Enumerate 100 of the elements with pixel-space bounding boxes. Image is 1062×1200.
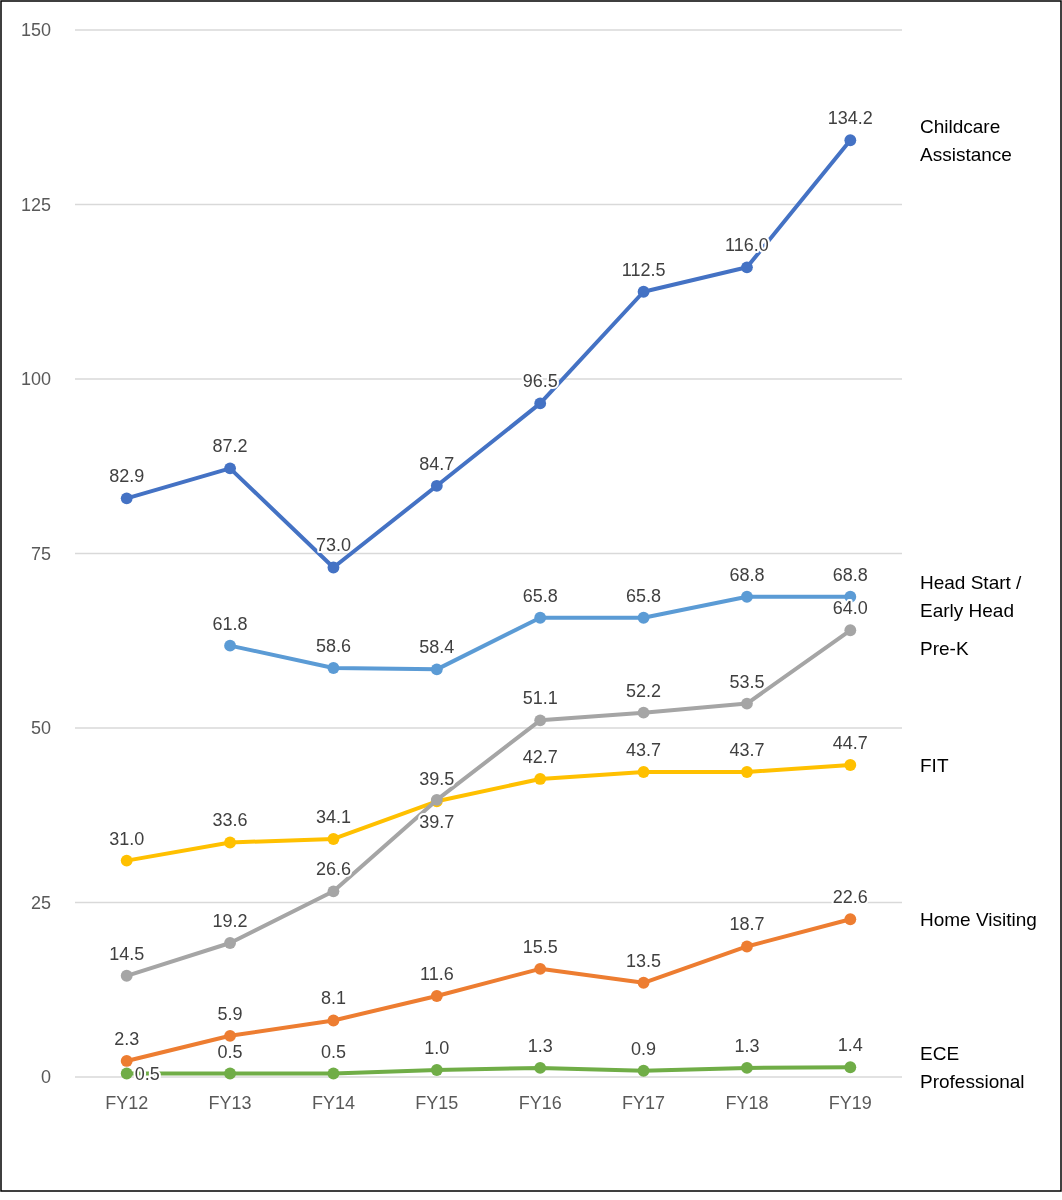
data-label: 65.8	[522, 585, 558, 606]
data-label: 1.4	[837, 1035, 863, 1056]
point	[534, 397, 547, 410]
point	[534, 773, 547, 785]
data-label: 64.0	[832, 598, 868, 619]
point	[637, 611, 650, 624]
data-label: 0.5	[320, 1041, 346, 1062]
y-tick-label: 75	[30, 543, 51, 564]
data-label: 34.1	[315, 806, 351, 827]
text: FIT	[920, 754, 949, 776]
point	[120, 492, 133, 505]
x-tick-label: FY14	[311, 1093, 355, 1113]
data-label: 13.5	[626, 950, 662, 971]
data-label: 73.0	[315, 535, 351, 556]
point	[741, 1062, 753, 1074]
data-label: 42.7	[522, 746, 558, 767]
point	[224, 462, 236, 475]
point	[534, 962, 547, 975]
point	[637, 285, 650, 298]
point	[844, 913, 857, 926]
point	[224, 639, 236, 652]
y-tick-label: 50	[30, 718, 51, 739]
point	[844, 759, 857, 771]
point	[534, 1062, 547, 1074]
data-label: 14.5	[109, 943, 145, 964]
data-label: 0.9	[631, 1038, 657, 1059]
data-label: 58.4	[419, 637, 455, 658]
point	[120, 969, 133, 982]
data-label: 5.9	[217, 1003, 243, 1024]
data-label: 39.7	[419, 811, 455, 832]
data-label: 31.0	[109, 828, 145, 849]
x-tick-label: FY15	[415, 1093, 459, 1113]
data-label: 11.6	[419, 964, 454, 985]
data-label: 0.5	[217, 1041, 243, 1062]
point	[327, 885, 340, 898]
data-label: 26.6	[315, 859, 351, 880]
data-label: 134.2	[827, 108, 873, 129]
y-tick-label: 125	[20, 194, 51, 215]
data-label: 68.8	[729, 564, 765, 585]
point	[844, 134, 857, 147]
x-tick-label: FY12	[105, 1093, 149, 1113]
data-label: 43.7	[729, 739, 765, 760]
data-label: 1.3	[527, 1035, 553, 1056]
data-label: 87.2	[212, 436, 248, 457]
point	[741, 261, 753, 274]
y-tick-label: 150	[20, 20, 51, 41]
point	[741, 766, 753, 778]
data-label: 68.8	[832, 564, 868, 585]
point	[327, 561, 340, 574]
data-label: 22.6	[832, 887, 868, 908]
data-label: 1.3	[734, 1035, 760, 1056]
point	[224, 836, 236, 849]
data-label: 112.5	[621, 259, 666, 280]
text: Childcare Assistance	[920, 115, 1012, 165]
data-label: 51.1	[522, 688, 558, 709]
point	[844, 624, 857, 637]
point	[327, 1067, 340, 1080]
point	[120, 1055, 133, 1067]
data-label: 96.5	[522, 371, 558, 392]
point	[224, 1067, 236, 1080]
data-label: 61.8	[212, 613, 248, 634]
point	[637, 1064, 650, 1077]
data-label: 65.8	[626, 585, 662, 606]
data-label: 15.5	[522, 936, 558, 957]
point	[120, 854, 133, 867]
text: Home Visiting	[920, 908, 1037, 930]
data-label: 33.6	[212, 810, 248, 831]
data-label: 18.7	[729, 914, 765, 935]
point	[637, 766, 650, 778]
data-label: 58.6	[315, 635, 351, 656]
data-label: 52.2	[626, 680, 662, 701]
point	[430, 663, 443, 676]
point	[741, 697, 753, 710]
text: Pre-K	[920, 638, 969, 660]
x-tick-label: FY18	[725, 1093, 769, 1113]
data-label: 43.7	[626, 739, 662, 760]
data-label: 19.2	[212, 910, 248, 931]
data-label: 8.1	[320, 988, 346, 1009]
data-label: 53.5	[729, 671, 765, 692]
point	[327, 1014, 340, 1027]
y-tick-label: 100	[20, 369, 51, 390]
point	[327, 833, 340, 845]
point	[534, 714, 547, 727]
point	[120, 1067, 133, 1080]
data-label: 39.5	[419, 769, 455, 790]
point	[327, 662, 340, 674]
point	[430, 1064, 443, 1076]
point	[741, 590, 753, 603]
y-tick-label: 0	[40, 1067, 51, 1088]
point	[224, 1029, 236, 1042]
x-tick-label: FY13	[208, 1093, 252, 1113]
point	[430, 990, 443, 1002]
x-tick-label: FY19	[828, 1093, 872, 1113]
text: Head Start / Early Head	[920, 572, 1023, 622]
x-tick-label: FY17	[622, 1093, 666, 1113]
data-label: 44.7	[832, 732, 868, 753]
point	[430, 479, 443, 492]
data-label: 82.9	[109, 466, 145, 487]
point	[844, 1061, 857, 1074]
point	[637, 706, 650, 719]
